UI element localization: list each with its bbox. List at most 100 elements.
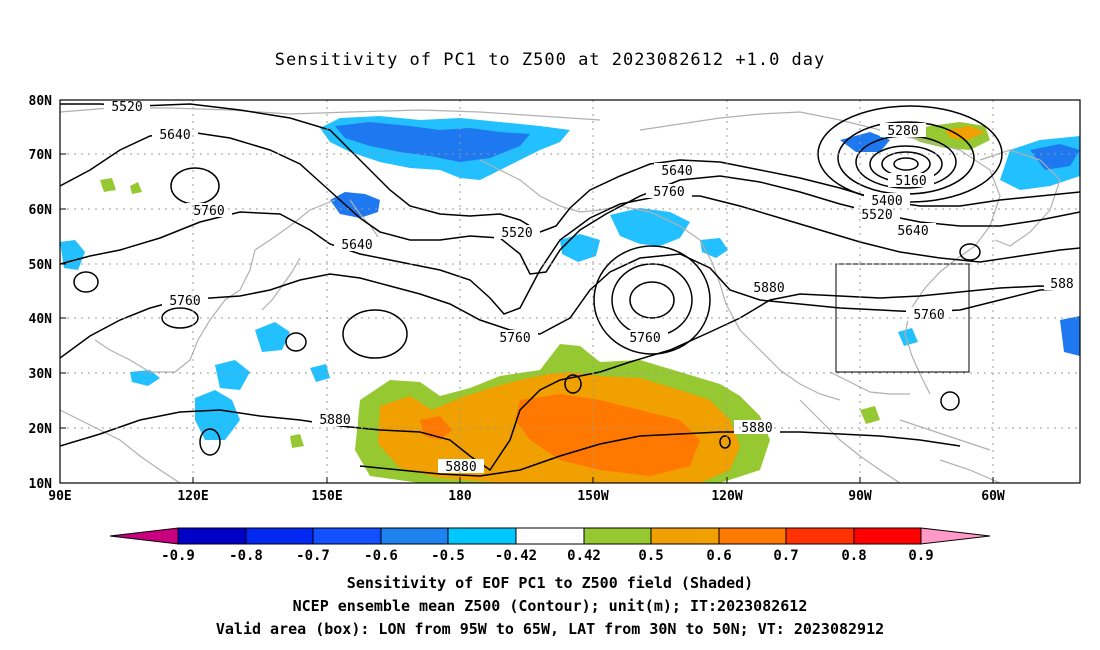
- shade-negative-tibet: [60, 240, 85, 270]
- contour-tc-atlantic: [940, 391, 960, 411]
- lon-labels: 90E 120E 150E 180 150W 120W 90W 60W: [48, 489, 1005, 504]
- caption-valid-area: Valid area (box): LON from 95W to 65W, L…: [215, 620, 885, 638]
- svg-text:5760: 5760: [169, 294, 200, 309]
- svg-text:5400: 5400: [871, 194, 902, 209]
- lon-label-120w: 120W: [711, 489, 742, 504]
- colorbar-label-5: -0.5: [431, 548, 465, 564]
- contour-tc-mexico: [719, 435, 731, 449]
- shade-negative-greenland-core: [1030, 144, 1080, 170]
- colorbar-label-9: 0.6: [706, 548, 731, 564]
- shade-positive-caribbean: [860, 406, 880, 424]
- contour-label-6: 5880: [312, 412, 358, 428]
- shade-negative-arctic: [840, 132, 890, 152]
- contour-label-14: 5280: [880, 123, 926, 139]
- contour-label-20: 588: [1044, 276, 1080, 292]
- contour-low-pacific-3: [593, 245, 711, 355]
- lat-label-60n: 60N: [29, 203, 53, 218]
- colorbar-cell-10: [785, 527, 855, 545]
- shade-negative-east-atlantic: [1060, 316, 1080, 356]
- contour-5760-mid: [60, 195, 1080, 315]
- colorbar-cell-6: [515, 527, 585, 545]
- lat-label-10n: 10N: [29, 477, 53, 492]
- contour-high-siberia: [170, 167, 220, 205]
- shade-negative-siberia-core: [335, 122, 530, 162]
- contour-arctic-low-1: [893, 157, 919, 171]
- contour-low-pacific-2: [611, 263, 693, 337]
- contour-high-china: [161, 307, 199, 329]
- coastlines: [60, 107, 1061, 483]
- svg-text:5520: 5520: [501, 226, 532, 241]
- shade-negative-china: [130, 370, 160, 386]
- contour-low-japan: [285, 332, 307, 352]
- contour-label-9: 5520: [494, 225, 540, 241]
- svg-text:5520: 5520: [111, 100, 142, 115]
- colorbar-label-3: -0.7: [296, 548, 330, 564]
- lat-labels: 80N 70N 60N 50N 40N 30N 20N 10N: [29, 94, 53, 492]
- colorbar-cell-5: [447, 527, 517, 545]
- colorbar-label-7: 0.42: [567, 548, 601, 564]
- caption-contour: NCEP ensemble mean Z500 (Contour); unit(…: [292, 597, 808, 615]
- contour-label-12: 5760: [622, 330, 668, 346]
- svg-text:588: 588: [1050, 277, 1073, 292]
- coast-asia-east: [94, 199, 336, 373]
- colorbar-labels: -0.9 -0.8 -0.7 -0.6 -0.5 -0.42 0.42 0.5 …: [161, 548, 934, 564]
- shade-positive-dateline: [290, 434, 304, 448]
- contour-label-3: 5760: [186, 203, 232, 219]
- colorbar-cell-1: [177, 527, 247, 545]
- contour-5760-south: [60, 253, 1080, 359]
- coast-alaska: [479, 159, 841, 401]
- contour-label-2: 5640: [152, 127, 198, 143]
- svg-text:5760: 5760: [913, 308, 944, 323]
- contour-label-group: 5520 5640 5760 5640 5760 5880 5880 5760 …: [104, 99, 1080, 475]
- contour-arctic-low-2: [881, 151, 931, 177]
- shade-negative-okhotsk: [330, 192, 380, 218]
- shade-positive-boxcoast: [898, 328, 918, 346]
- contour-label-18: 5640: [890, 223, 936, 239]
- svg-text:5760: 5760: [629, 331, 660, 346]
- shade-negative-pacific: [215, 360, 250, 390]
- svg-text:5760: 5760: [499, 331, 530, 346]
- contour-label-11: 5760: [646, 184, 692, 200]
- sensitivity-shading: [60, 116, 1080, 483]
- colorbar-label-6: -0.42: [495, 548, 537, 564]
- contour-label-8: 5760: [492, 330, 538, 346]
- colorbar-label-12: 0.9: [908, 548, 933, 564]
- shade-positive-arctic-core: [945, 126, 985, 140]
- colorbar-label-4: -0.6: [364, 548, 398, 564]
- contour-tc-philippines: [199, 428, 221, 456]
- coast-central-america: [799, 399, 901, 483]
- lon-label-150w: 150W: [577, 489, 608, 504]
- svg-text:5880: 5880: [319, 413, 350, 428]
- coast-gulf: [829, 371, 910, 395]
- colorbar-cell-3: [312, 527, 382, 545]
- coast-japan: [261, 257, 301, 311]
- lat-label-30n: 30N: [29, 367, 53, 382]
- colorbar-label-11: 0.8: [841, 548, 866, 564]
- contour-5880-south: [60, 285, 1080, 472]
- coast-south-america: [939, 459, 1001, 483]
- colorbar-label-1: -0.9: [161, 548, 195, 564]
- lon-label-90e: 90E: [48, 489, 71, 504]
- svg-text:5640: 5640: [159, 128, 190, 143]
- svg-text:5160: 5160: [895, 174, 926, 189]
- contour-label-4: 5640: [334, 237, 380, 253]
- colorbar-cell-9: [718, 527, 787, 545]
- shade-negative-japan: [255, 322, 290, 352]
- contour-label-15: 5160: [888, 173, 934, 189]
- svg-text:5760: 5760: [193, 204, 224, 219]
- contour-label-10: 5640: [654, 163, 700, 179]
- svg-text:5880: 5880: [753, 281, 784, 296]
- svg-text:5640: 5640: [897, 224, 928, 239]
- contour-high-midpacific: [342, 309, 408, 359]
- valid-area-box: [835, 263, 970, 373]
- contour-tc-pacific: [564, 374, 582, 394]
- lon-label-180: 180: [448, 489, 472, 504]
- contour-low-pacific-1: [629, 281, 675, 319]
- svg-text:5760: 5760: [653, 185, 684, 200]
- shade-negative-alaska: [610, 208, 690, 246]
- colorbar-cell-4: [380, 527, 449, 545]
- coast-asia-south: [60, 409, 181, 483]
- plot-frame: [59, 99, 1081, 484]
- axis-ticks: [59, 99, 994, 484]
